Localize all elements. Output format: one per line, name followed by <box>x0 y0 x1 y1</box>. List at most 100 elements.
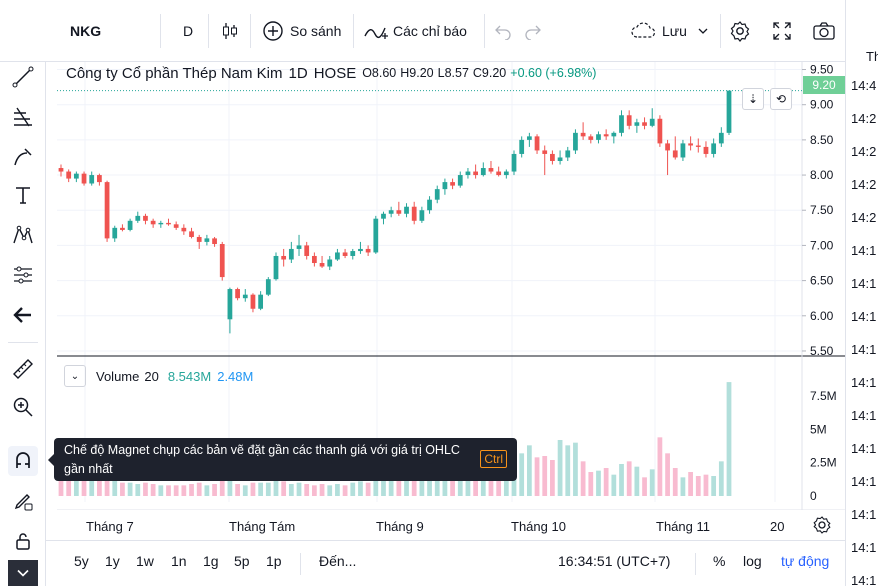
volume-bar <box>281 481 287 496</box>
candle-body <box>158 222 164 225</box>
watchlist-time[interactable]: 14:1 <box>851 441 877 456</box>
candle-body <box>634 122 640 126</box>
interval-button[interactable]: D <box>183 14 193 48</box>
magnet-icon[interactable] <box>8 446 38 476</box>
chart-settings-icon[interactable] <box>812 515 832 540</box>
range-1y[interactable]: 1y <box>105 553 120 569</box>
candle-body <box>457 175 463 186</box>
volume-bar <box>242 485 248 496</box>
lock-icon[interactable] <box>8 526 38 556</box>
candle-body <box>450 182 455 186</box>
symbol-search[interactable]: NKG <box>70 14 101 48</box>
volume-bar <box>81 477 87 496</box>
watchlist-time[interactable]: 14:1 <box>851 243 877 258</box>
collapse-volume-icon[interactable]: ⌄ <box>64 365 86 387</box>
indicators-label: Các chỉ báo <box>393 23 467 39</box>
legend-low: L8.57 <box>437 66 469 80</box>
trend-line-icon[interactable] <box>8 62 38 92</box>
settings-icon[interactable] <box>729 14 751 48</box>
volume-bar <box>296 482 302 496</box>
watchlist-time[interactable]: 14:4 <box>851 78 877 93</box>
zoom-in-icon[interactable] <box>8 392 38 422</box>
candle-body <box>242 294 248 299</box>
candle-body <box>281 255 287 260</box>
range-1p[interactable]: 1p <box>266 553 282 569</box>
watchlist-time[interactable]: 14:1 <box>851 408 877 423</box>
volume-length: 20 <box>144 368 159 384</box>
volume-bar <box>173 485 179 496</box>
volume-bar <box>358 481 363 496</box>
watchlist-time[interactable]: 14:1 <box>851 573 877 586</box>
collapse-toolbar-icon[interactable] <box>8 560 38 586</box>
candle-body <box>542 150 548 154</box>
volume-bar <box>196 482 202 496</box>
candle-body <box>588 136 594 140</box>
chart-area[interactable]: 9.50 9.00 8.50 8.00 7.50 7.00 6.50 6.00 5.50 7.5M… <box>57 62 845 510</box>
watchlist-time[interactable]: 14:2 <box>851 210 877 225</box>
candle-body <box>104 182 110 239</box>
undo-icon[interactable] <box>494 14 512 48</box>
redo-icon[interactable] <box>524 14 542 48</box>
back-arrow-icon[interactable] <box>8 300 38 330</box>
reset-chart-icon[interactable]: ⟲ <box>770 88 792 110</box>
range-1g[interactable]: 1g <box>203 553 219 569</box>
log-toggle[interactable]: log <box>743 553 762 569</box>
scroll-down-icon[interactable]: ⇣ <box>742 88 764 110</box>
watchlist-time[interactable]: 14:2 <box>851 177 877 192</box>
pattern-icon[interactable] <box>8 220 38 250</box>
candle-body <box>296 245 302 249</box>
ruler-icon[interactable] <box>8 354 38 384</box>
fib-tool-icon[interactable] <box>8 102 38 132</box>
divider <box>300 553 301 575</box>
volume-bar <box>120 482 125 496</box>
range-1w[interactable]: 1w <box>136 553 154 569</box>
watchlist-time[interactable]: 14:1 <box>851 309 877 324</box>
range-5p[interactable]: 5p <box>234 553 250 569</box>
indicators-button[interactable]: Các chỉ báo <box>364 14 467 48</box>
candle-body <box>411 206 417 221</box>
fullscreen-icon[interactable] <box>772 14 792 48</box>
camera-icon[interactable] <box>812 14 836 48</box>
watchlist-time[interactable]: 14:1 <box>851 342 877 357</box>
lock-drawings-icon[interactable] <box>8 486 38 516</box>
watchlist-time[interactable]: 14:1 <box>851 375 877 390</box>
compare-button[interactable]: So sánh <box>262 14 341 48</box>
percent-toggle[interactable]: % <box>713 553 726 569</box>
forecast-icon[interactable] <box>8 260 38 290</box>
volume-bar <box>97 472 102 496</box>
range-1n[interactable]: 1n <box>171 553 187 569</box>
divider <box>720 14 721 48</box>
text-tool-icon[interactable] <box>8 180 38 210</box>
candle-body <box>688 143 693 146</box>
volume-bar <box>465 474 471 496</box>
chart-type-icon[interactable] <box>220 14 240 48</box>
divider <box>353 14 354 48</box>
range-5y[interactable]: 5y <box>74 553 89 569</box>
candle-body <box>212 238 217 245</box>
candle-body <box>166 222 171 225</box>
clock[interactable]: 16:34:51 (UTC+7) <box>558 553 671 569</box>
brush-icon[interactable] <box>8 142 38 172</box>
candle-body <box>557 157 563 161</box>
watchlist-time[interactable]: 14:1 <box>851 540 877 555</box>
watchlist-time[interactable]: 14:1 <box>851 276 877 291</box>
candle-body <box>573 132 578 151</box>
goto-date-button[interactable]: Đến... <box>319 553 357 569</box>
volume-tick-label: 0 <box>810 489 817 503</box>
watchlist-time[interactable]: 14:2 <box>851 144 877 159</box>
save-button[interactable]: Lưu <box>630 14 709 48</box>
legend-title: Công ty Cổ phần Thép Nam Kim <box>66 64 283 82</box>
auto-scale-toggle[interactable]: tự động <box>781 553 830 569</box>
volume-bar <box>158 485 164 496</box>
watchlist-time[interactable]: 14:2 <box>851 111 877 126</box>
volume-bar <box>265 482 271 496</box>
time-axis-label: Tháng 11 <box>656 519 710 534</box>
candle-body <box>480 168 486 176</box>
time-axis-label: Tháng 9 <box>376 519 424 534</box>
watchlist-time[interactable]: 14:1 <box>851 507 877 522</box>
volume-bar <box>442 470 448 496</box>
price-chart[interactable]: 9.50 9.00 8.50 8.00 7.50 7.00 6.50 6.00 5.50 7.5M… <box>57 62 845 510</box>
candle-body <box>680 143 686 158</box>
watchlist-time[interactable]: 14:1 <box>851 474 877 489</box>
candle-body <box>319 263 325 267</box>
